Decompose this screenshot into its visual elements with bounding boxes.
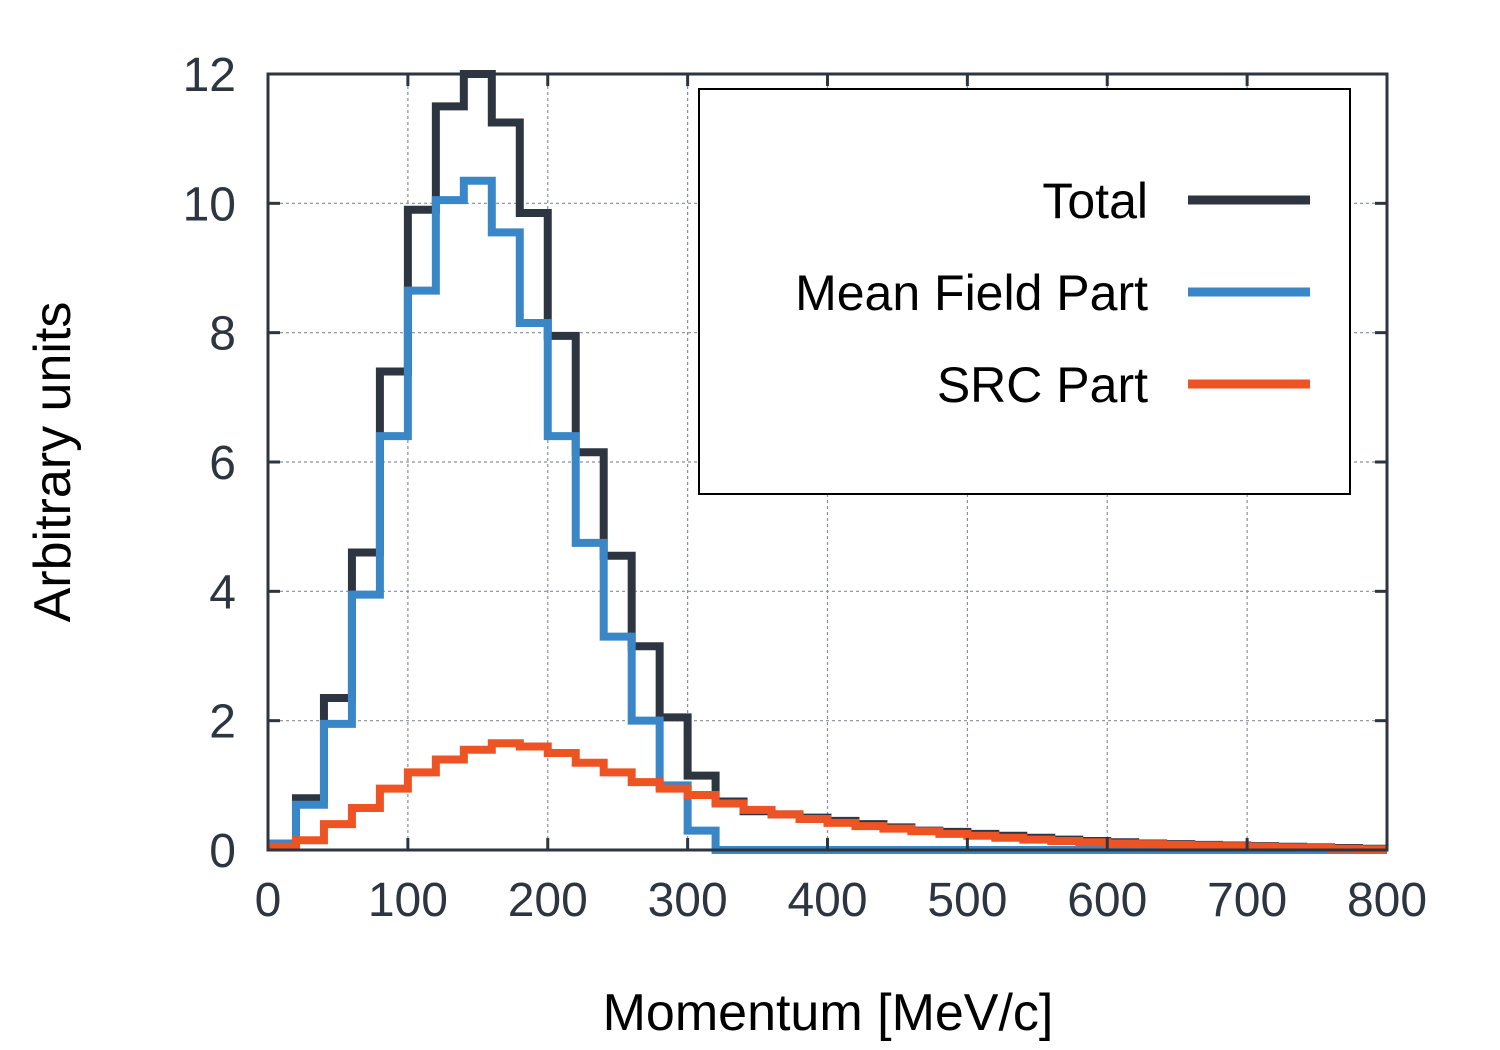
x-tick-label: 300 (648, 874, 728, 927)
axis-ticks: 0 100 200 300 400 500 600 700 800 0 2 4 6 8 10 12 (183, 49, 1427, 927)
x-tick-label: 600 (1067, 874, 1147, 927)
legend: Total Mean Field Part SRC Part (698, 88, 1351, 495)
x-tick-label: 100 (368, 874, 448, 927)
x-tick-label: 700 (1207, 874, 1287, 927)
y-tick-label: 4 (209, 566, 236, 619)
y-tick-label: 10 (183, 178, 236, 231)
y-tick-label: 12 (183, 49, 236, 102)
x-tick-label: 400 (787, 874, 867, 927)
y-tick-label: 6 (209, 437, 236, 490)
x-tick-label: 500 (927, 874, 1007, 927)
x-axis-label: Momentum [MeV/c] (603, 984, 1054, 1042)
y-tick-label: 8 (209, 308, 236, 361)
legend-label: SRC Part (937, 357, 1148, 413)
y-axis-label: Arbitrary units (24, 302, 82, 623)
legend-label: Total (1042, 173, 1148, 229)
x-tick-label: 200 (508, 874, 588, 927)
series-line-src-part (268, 739, 1387, 854)
x-tick-label: 800 (1347, 874, 1427, 927)
y-tick-label: 0 (209, 825, 236, 878)
x-tick-label: 0 (255, 874, 282, 927)
y-tick-label: 2 (209, 696, 236, 749)
legend-label: Mean Field Part (795, 265, 1148, 321)
